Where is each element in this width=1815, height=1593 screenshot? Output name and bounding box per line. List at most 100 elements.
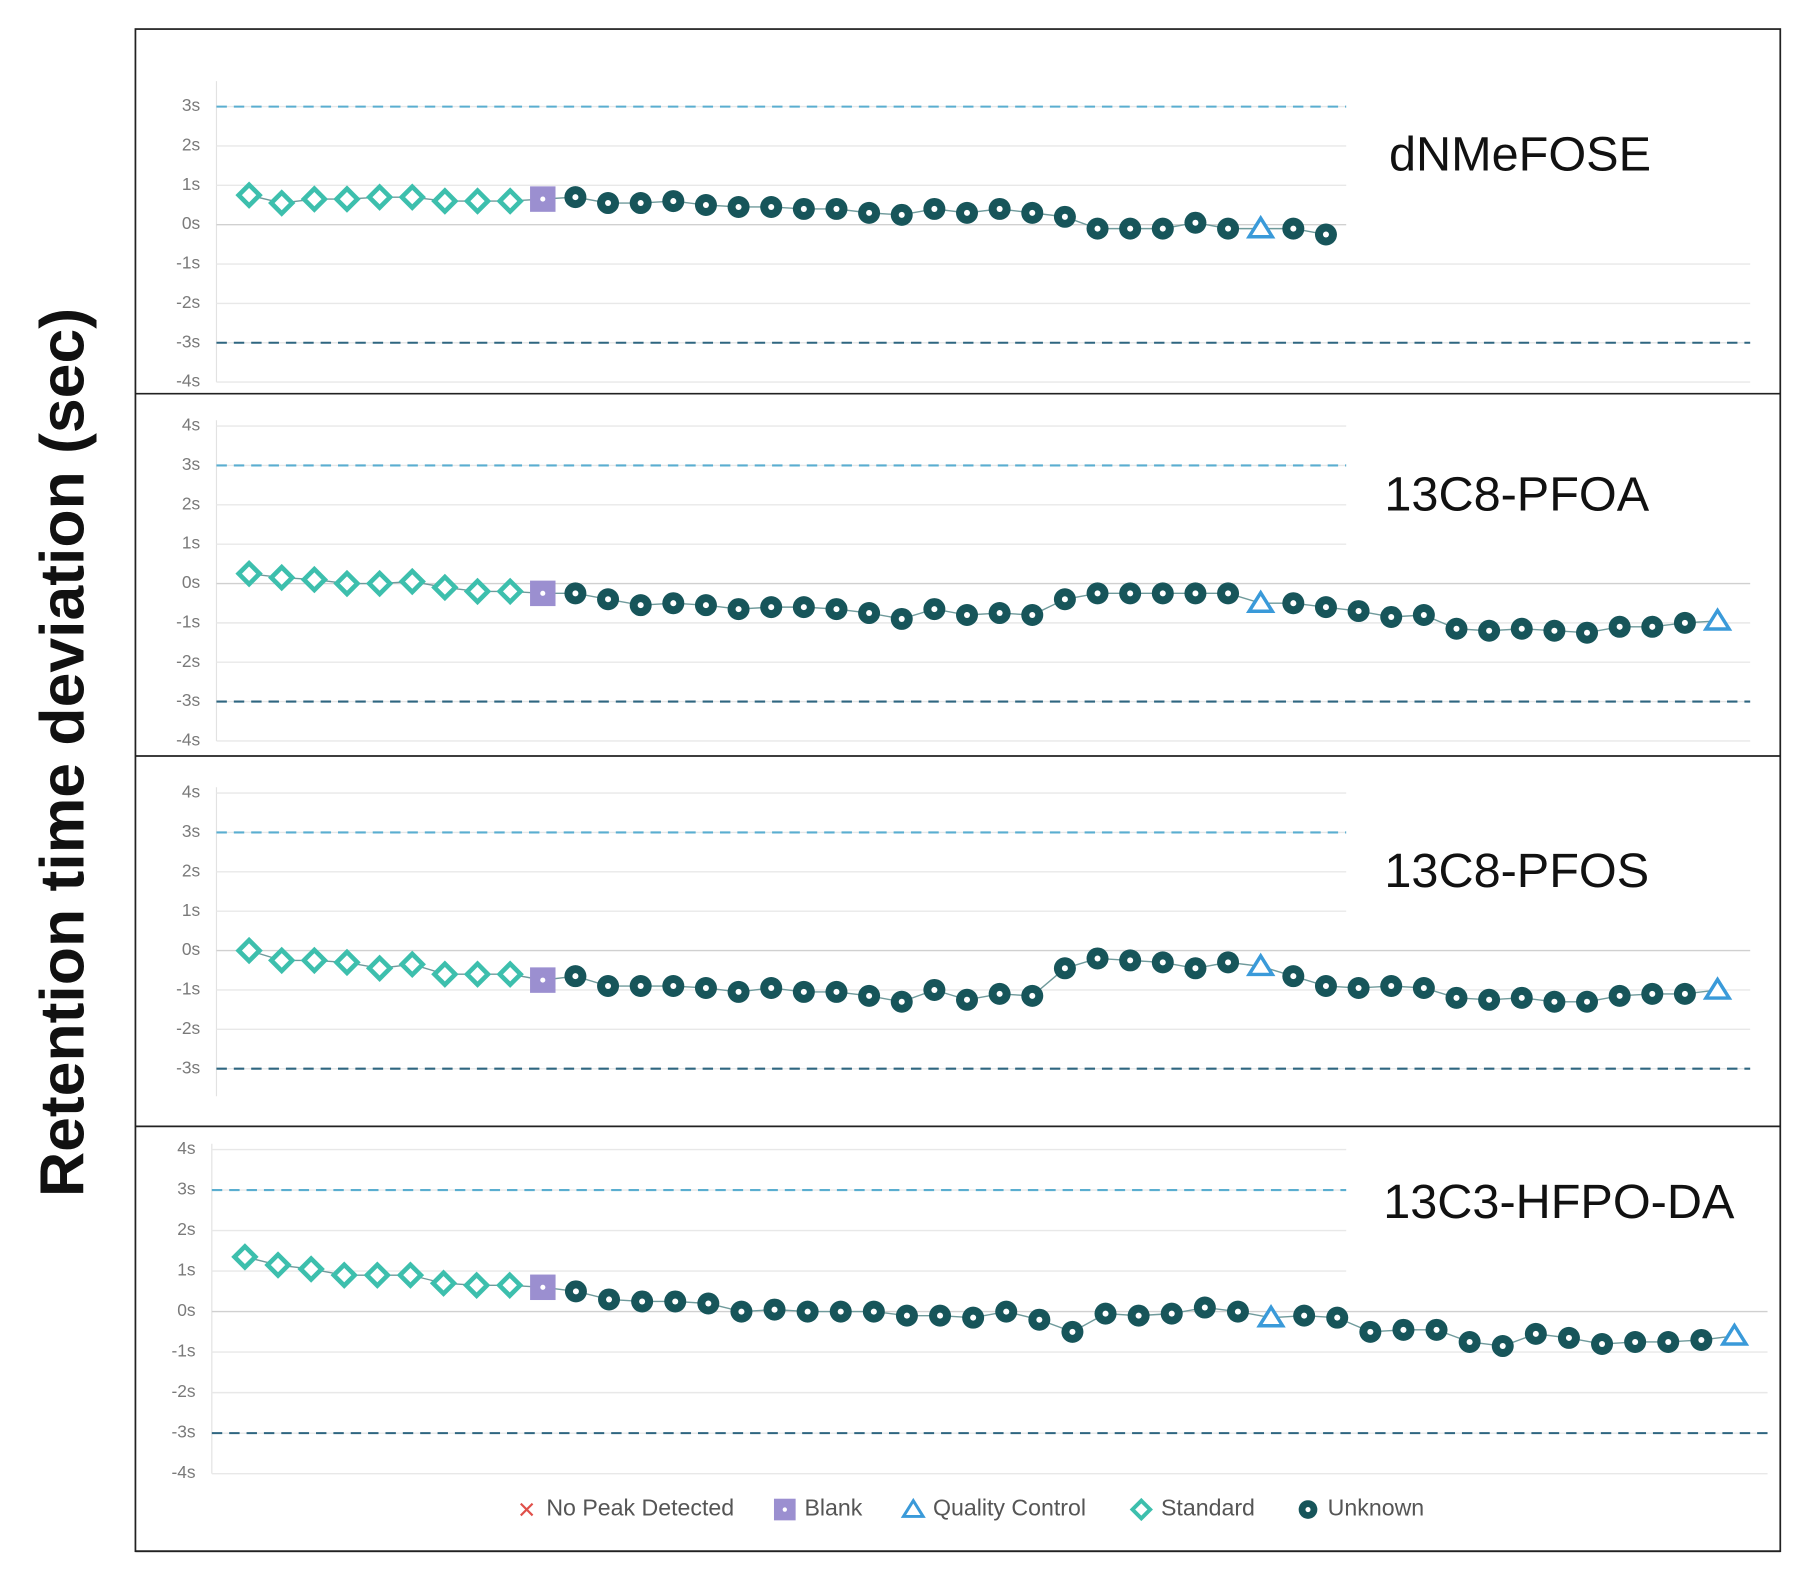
unknown-marker-center [1322, 604, 1329, 611]
point-marker [1160, 1302, 1183, 1325]
point-marker [365, 569, 394, 598]
unknown-marker-center [898, 615, 905, 622]
point-marker [760, 195, 783, 218]
point-marker [1119, 217, 1142, 240]
unknown-marker-center [1355, 608, 1362, 615]
unknown-marker-center [1420, 611, 1427, 619]
point-marker [463, 577, 492, 606]
unknown-marker-center [735, 203, 742, 210]
unknown-marker-center [1036, 1316, 1043, 1323]
unknown-marker-center [768, 984, 775, 991]
point-marker [858, 984, 881, 1007]
point-marker [956, 201, 978, 224]
point-marker [333, 569, 361, 598]
point-marker [1359, 1320, 1382, 1343]
point-marker [1543, 990, 1566, 1013]
point-marker [662, 975, 685, 998]
y-tick-label: -1s [176, 253, 200, 273]
point-marker [564, 965, 587, 988]
point-marker [763, 1298, 786, 1321]
point-marker [1184, 211, 1207, 234]
unknown-marker-center [963, 209, 971, 216]
point-marker [631, 1290, 654, 1313]
point-marker [825, 197, 848, 220]
unknown-marker-center [898, 998, 905, 1005]
y-tick-label: -3s [176, 1057, 200, 1077]
point-marker [297, 1255, 325, 1283]
y-tick-label: 2s [182, 135, 201, 155]
unknown-marker-center [870, 1308, 877, 1315]
unknown-marker-center [672, 1298, 679, 1305]
point-marker [1119, 582, 1142, 605]
unknown-marker-center [605, 596, 612, 603]
standard-marker [496, 1271, 524, 1299]
unknown-marker-center [833, 205, 840, 212]
panel-title: dNMeFOSE [1389, 127, 1651, 181]
unknown-marker-center [1649, 990, 1656, 997]
unknown-marker-center [1225, 225, 1232, 232]
y-tick-label: -3s [176, 690, 200, 710]
point-marker [597, 192, 620, 215]
point-marker [694, 594, 717, 617]
point-marker [1184, 957, 1207, 980]
point-marker [1217, 217, 1240, 240]
point-marker [995, 1300, 1018, 1323]
standard-marker [333, 185, 361, 213]
unknown-marker-center [833, 988, 840, 995]
unknown-marker-center [1127, 225, 1134, 232]
unknown-marker-center [1301, 1312, 1308, 1319]
point-marker [1184, 582, 1207, 605]
unknown-marker-center [1616, 623, 1623, 630]
point-marker [1094, 1302, 1117, 1325]
point-marker [1217, 951, 1240, 974]
point-marker [1491, 1335, 1514, 1358]
point-marker [1673, 611, 1696, 634]
standard-marker [300, 565, 329, 594]
unknown-marker-center [1355, 984, 1362, 991]
point-marker [829, 1300, 852, 1323]
point-marker [1282, 965, 1305, 988]
point-marker [496, 1271, 524, 1299]
point-marker [1021, 984, 1044, 1007]
qc-marker [1702, 607, 1733, 631]
point-marker [1021, 201, 1044, 224]
unknown-marker-center [1061, 596, 1068, 603]
standard-marker [1129, 1497, 1153, 1522]
point-marker [629, 594, 652, 617]
unknown-marker-center [1003, 1308, 1010, 1315]
unknown-marker-center [937, 1312, 944, 1319]
standard-marker [235, 559, 263, 588]
unknown-marker-center [996, 205, 1003, 212]
point-marker [1053, 957, 1076, 980]
title-backdrop [1346, 1143, 1770, 1299]
y-tick-label: -3s [171, 1422, 195, 1442]
point-marker [662, 592, 685, 615]
point-marker [231, 1243, 259, 1271]
point-marker [694, 194, 717, 217]
point-marker [1510, 617, 1533, 640]
y-tick-label: 4s [182, 415, 201, 435]
y-tick-label: 1s [182, 900, 201, 920]
legend-marker [1298, 1500, 1318, 1519]
unknown-marker-center [605, 983, 612, 990]
unknown-marker-center [768, 203, 775, 210]
point-marker [431, 573, 459, 602]
unknown-marker-center [1486, 627, 1493, 634]
point-marker [365, 183, 394, 211]
standard-marker [431, 960, 459, 988]
point-marker [300, 185, 329, 213]
point-marker [923, 598, 946, 621]
unknown-marker-center [670, 983, 677, 990]
point-marker [564, 186, 587, 209]
title-backdrop [1346, 787, 1770, 944]
legend-marker [773, 1498, 796, 1521]
standard-marker [431, 573, 459, 602]
unknown-marker-center [1420, 984, 1427, 991]
unknown-marker-center [702, 602, 709, 609]
point-marker [1282, 217, 1305, 240]
legend-label: Blank [804, 1495, 862, 1521]
y-tick-label: 4s [177, 1138, 196, 1158]
unknown-marker-center [572, 590, 579, 597]
point-marker [895, 1304, 918, 1327]
standard-marker [300, 946, 329, 975]
